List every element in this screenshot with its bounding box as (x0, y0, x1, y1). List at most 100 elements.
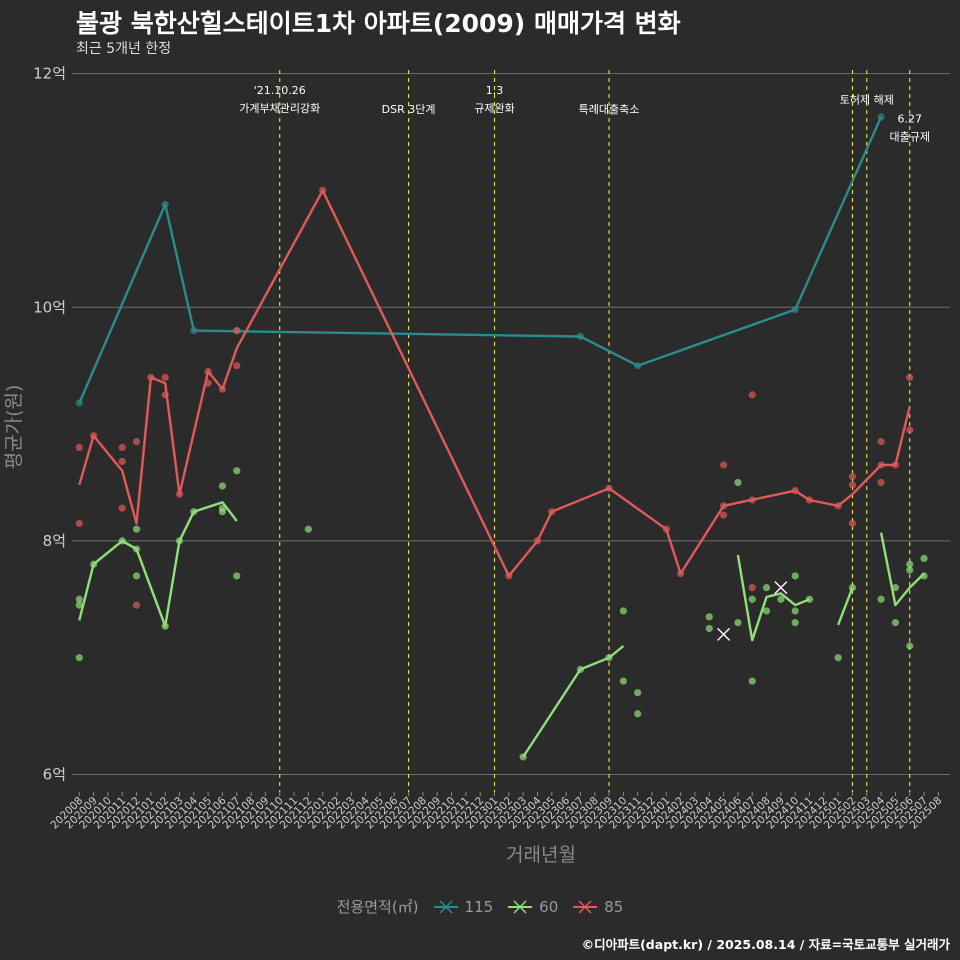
data-point-85 (906, 373, 914, 381)
event-label: 규제완화 (474, 102, 514, 115)
plot-panel (72, 62, 950, 792)
event-label: 특례대출축소 (579, 103, 640, 116)
data-point-60 (132, 525, 141, 533)
data-point-85 (719, 511, 728, 519)
data-point-85 (877, 461, 885, 469)
series-line-60 (836, 587, 854, 626)
data-point-115 (576, 332, 585, 341)
event-label: 1.3 (486, 84, 504, 97)
data-point-85 (89, 432, 98, 440)
legend-key-85 (573, 899, 598, 914)
data-point-85 (805, 496, 814, 504)
event-label: DSR 3단계 (382, 103, 436, 116)
data-point-60 (705, 624, 713, 633)
data-point-85 (791, 487, 799, 495)
data-point-60 (748, 677, 756, 685)
series-line-60 (522, 645, 625, 758)
data-point-85 (75, 519, 83, 527)
data-point-60 (132, 572, 141, 580)
data-point-85 (848, 481, 857, 489)
data-point-85 (719, 461, 728, 469)
data-point-85 (848, 519, 857, 527)
event-label: 대출규제 (889, 131, 929, 144)
data-point-85 (748, 584, 756, 592)
data-point-60 (834, 654, 842, 662)
data-point-60 (891, 619, 900, 627)
cross-mark-60 (717, 627, 731, 641)
data-point-60 (748, 595, 756, 603)
legend-title: 전용면적(㎡) (336, 898, 419, 916)
legend-item-60: 60 (507, 898, 558, 916)
data-point-85 (834, 502, 842, 510)
x-axis-title: 거래년월 (506, 844, 576, 866)
data-point-85 (662, 525, 670, 533)
data-point-60 (906, 566, 914, 574)
data-point-85 (204, 379, 212, 387)
legend-item-115: 115 (433, 898, 493, 916)
event-label: 토허제 해제 (840, 93, 894, 107)
y-tick-label: 10억 (33, 298, 66, 316)
data-point-60 (848, 584, 857, 592)
data-point-85 (132, 601, 141, 609)
data-point-115 (791, 306, 799, 314)
data-point-85 (204, 367, 212, 376)
data-point-60 (877, 595, 885, 603)
data-point-85 (877, 478, 885, 487)
data-point-115 (634, 362, 642, 370)
data-point-85 (118, 504, 126, 512)
data-point-60 (791, 572, 799, 580)
data-point-85 (533, 537, 542, 545)
data-point-115 (190, 327, 198, 335)
data-point-60 (605, 654, 613, 662)
data-point-60 (75, 595, 83, 603)
data-point-60 (762, 584, 771, 592)
cross-mark-60 (774, 581, 788, 595)
data-point-85 (233, 327, 241, 335)
data-point-60 (218, 482, 227, 490)
data-point-85 (319, 186, 327, 195)
data-point-85 (505, 572, 513, 580)
data-point-85 (118, 443, 126, 452)
data-point-115 (75, 399, 83, 407)
data-point-85 (118, 457, 126, 466)
legend-key-115 (433, 899, 458, 914)
series-line-60 (879, 532, 925, 607)
data-point-85 (75, 443, 83, 452)
data-point-115 (877, 113, 885, 121)
data-point-60 (161, 622, 169, 630)
chart-title: 불광 북한산힐스테이트1차 아파트(2009) 매매가격 변화 (76, 9, 681, 38)
data-point-60 (619, 677, 627, 685)
data-point-85 (719, 502, 728, 510)
data-point-60 (75, 601, 83, 609)
data-point-85 (147, 373, 155, 381)
data-point-60 (619, 607, 627, 615)
data-point-85 (677, 569, 685, 578)
data-point-60 (791, 619, 799, 627)
source-caption: ©디아파트(dapt.kr) / 2025.08.14 / 자료=국토교통부 실… (581, 937, 950, 952)
data-point-60 (734, 478, 742, 487)
data-point-85 (848, 473, 857, 481)
y-tick-label: 12억 (33, 65, 66, 83)
legend-label-60: 60 (539, 897, 559, 916)
data-point-60 (920, 572, 928, 580)
data-point-60 (519, 753, 527, 761)
data-point-85 (161, 391, 169, 399)
data-point-60 (75, 654, 83, 662)
event-label: 가계부채관리강화 (239, 102, 320, 115)
data-point-60 (132, 545, 141, 553)
data-point-85 (548, 508, 556, 516)
legend-label-85: 85 (604, 897, 624, 916)
data-point-60 (218, 504, 227, 512)
data-point-60 (791, 607, 799, 615)
legend-key-60 (508, 899, 533, 914)
event-label: 6.27 (897, 113, 922, 126)
data-point-60 (805, 595, 814, 603)
data-point-85 (218, 385, 227, 393)
y-tick-label: 8억 (43, 532, 66, 550)
data-point-85 (233, 362, 241, 370)
data-point-60 (304, 525, 312, 533)
data-point-85 (906, 426, 914, 434)
data-point-60 (906, 642, 914, 650)
data-point-60 (118, 537, 126, 545)
